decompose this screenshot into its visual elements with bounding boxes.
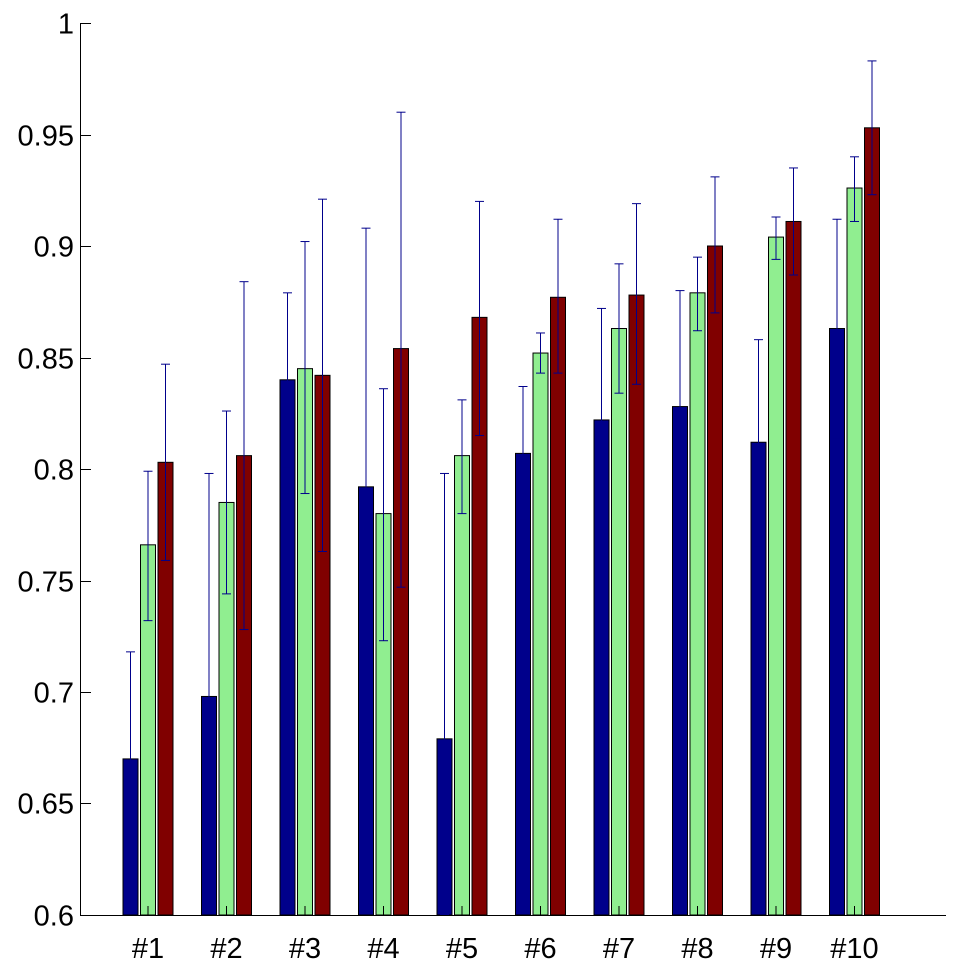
error-bar-series-1-6 [518, 385, 528, 521]
x-tick-label: #2 [210, 933, 242, 964]
error-bar-series-2-4 [379, 388, 388, 642]
y-tick-label: 0.7 [34, 678, 74, 710]
bar-series-3-6 [550, 296, 566, 916]
bar-series-3-7 [628, 294, 645, 916]
error-bar-series-2-10 [850, 156, 859, 222]
bar-series-1-6 [515, 452, 531, 916]
bar-series-2-5 [454, 455, 470, 916]
y-tick-label: 0.75 [18, 567, 74, 599]
x-tick-label: #10 [830, 933, 878, 964]
error-bar-series-2-6 [536, 332, 545, 374]
bar-series-3-9 [785, 220, 802, 916]
y-tick-label: 0.8 [34, 455, 74, 487]
error-bar-series-1-10 [832, 218, 842, 439]
y-tick-label: 0.65 [18, 789, 74, 821]
bar-series-2-7 [611, 328, 627, 916]
error-bar-series-2-2 [222, 410, 231, 595]
error-bar-series-1-8 [675, 290, 685, 524]
error-bar-series-1-1 [126, 651, 135, 867]
x-tick-label: #3 [289, 933, 321, 964]
bar-series-3-8 [707, 245, 723, 916]
x-tick-label: #9 [760, 933, 792, 964]
bar-series-3-10 [864, 127, 880, 916]
y-tick-label: 0.6 [34, 901, 74, 933]
error-bar-series-1-4 [361, 227, 371, 744]
error-bar-series-3-5 [475, 200, 484, 437]
error-bar-series-2-7 [614, 263, 624, 394]
error-bar-series-2-1 [143, 470, 153, 622]
bar-series-2-6 [532, 352, 549, 916]
error-bar-series-3-8 [710, 176, 720, 314]
x-ticks: #1 #2 #3 #4 #5 #6 #7 #8 #9 #10 [132, 906, 879, 964]
x-tick-label: #4 [367, 933, 399, 964]
error-bar-series-3-4 [396, 111, 406, 588]
error-bar-series-1-7 [597, 307, 606, 530]
bars-layer [122, 127, 880, 916]
error-bar-series-2-9 [771, 216, 781, 260]
error-bar-series-2-8 [693, 256, 702, 332]
error-bar-series-1-9 [754, 339, 763, 548]
error-bar-series-1-3 [283, 292, 292, 468]
error-bar-series-3-10 [867, 60, 877, 196]
y-tick-label: 0.95 [18, 121, 74, 153]
y-tick-label: 1 [58, 9, 74, 41]
y-ticks: 0.6 0.65 0.7 0.75 0.8 0.85 0.9 0.95 1 [18, 9, 91, 933]
error-bar-series-3-1 [161, 363, 170, 561]
bar-series-2-8 [689, 292, 706, 916]
x-tick-label: #5 [446, 933, 478, 964]
error-bar-series-3-6 [553, 218, 563, 374]
x-tick-label: #1 [132, 933, 164, 964]
x-tick-label: #7 [603, 933, 635, 964]
x-tick-label: #6 [524, 933, 556, 964]
error-bar-series-2-5 [457, 399, 467, 515]
y-tick-label: 0.85 [18, 344, 74, 376]
bar-series-2-9 [768, 236, 784, 916]
error-bar-series-2-3 [300, 241, 310, 495]
error-bar-series-1-2 [204, 472, 214, 871]
error-bars-layer [126, 60, 877, 916]
bar-series-2-10 [846, 187, 863, 916]
error-bar-series-3-7 [632, 203, 641, 385]
y-tick-label: 0.9 [34, 232, 74, 264]
error-bar-series-3-3 [318, 198, 327, 553]
error-bar-series-3-9 [789, 167, 798, 276]
x-tick-label: #8 [681, 933, 713, 964]
error-bar-series-3-2 [239, 281, 249, 631]
